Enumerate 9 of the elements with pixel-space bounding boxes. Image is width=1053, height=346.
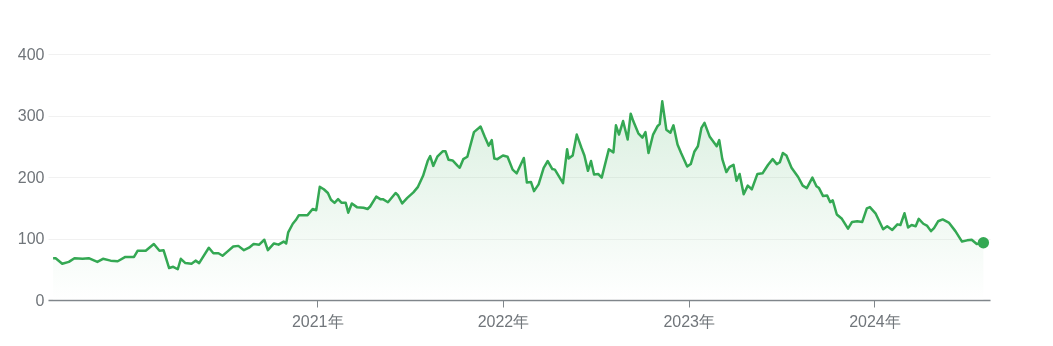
- y-tick-label: 100: [17, 230, 45, 247]
- y-tick-label: 400: [17, 45, 45, 63]
- x-tick-label: 2023年: [663, 312, 716, 330]
- x-tick-label: 2024年: [849, 312, 901, 330]
- y-tick-label: 200: [17, 168, 45, 186]
- y-tick-label: 300: [17, 107, 45, 124]
- y-tick-label: 0: [35, 291, 45, 309]
- x-tick-label: 2021年: [291, 312, 344, 330]
- x-tick-label: 2022年: [477, 312, 530, 330]
